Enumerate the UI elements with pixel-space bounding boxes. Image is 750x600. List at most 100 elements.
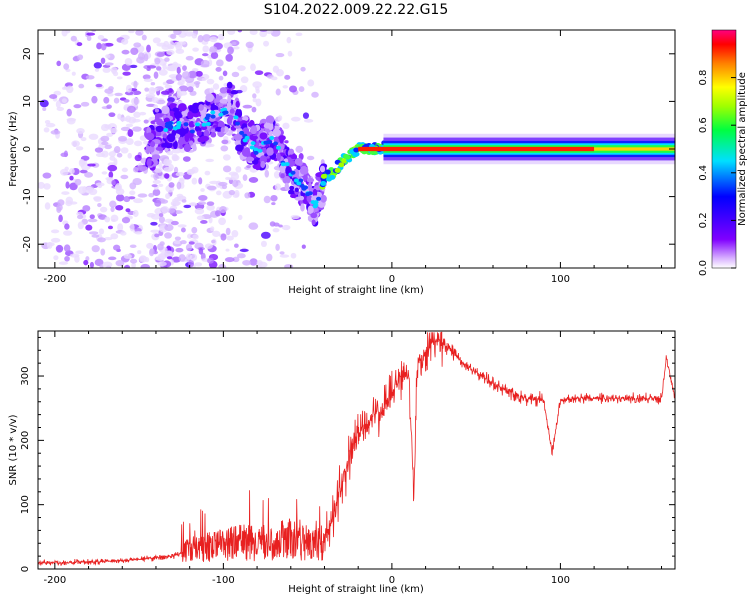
spectrogram-noise-blob	[234, 189, 240, 198]
spectrogram-ridge-blob	[191, 107, 200, 114]
spectrogram-ridge-blob	[237, 108, 243, 118]
spectrogram-ridge-blob	[172, 107, 180, 113]
spectrogram-ridge-blob	[188, 140, 194, 146]
spectrogram-noise-blob	[87, 218, 98, 223]
spectrogram-noise-blob	[156, 52, 165, 57]
spectrogram-ridge-core	[253, 150, 259, 155]
spectrogram-noise-blob	[219, 206, 227, 214]
spectrogram-noise-blob	[151, 96, 159, 104]
spectrogram-noise-blob	[164, 224, 174, 232]
spectrogram-ridge-blob	[163, 117, 170, 124]
spectrogram-noise-blob	[153, 172, 159, 181]
spectrogram-noise-blob	[183, 204, 192, 209]
spectrogram-ridge-core	[205, 121, 211, 126]
spectrogram-noise-blob	[201, 40, 209, 45]
spectrogram-noise-blob	[146, 65, 157, 69]
spectrogram-noise-blob	[225, 248, 230, 252]
spectrogram-noise-blob	[242, 174, 248, 181]
spectrogram-noise-blob	[99, 263, 104, 268]
spectrogram-noise-blob	[177, 224, 187, 228]
spectrogram-noise-blob	[42, 172, 52, 179]
spectrogram-noise-blob	[282, 122, 290, 130]
spectrogram-noise-blob	[214, 210, 222, 217]
spectrogram-noise-blob	[210, 254, 218, 259]
spectrogram-noise-blob	[96, 42, 102, 50]
spectrogram-noise-blob	[287, 50, 293, 57]
spectrogram-noise-blob	[211, 239, 216, 244]
spectrogram-noise-blob	[144, 87, 150, 92]
spectrogram-noise-blob	[77, 186, 87, 195]
spectrogram-ridge-core	[293, 178, 299, 183]
spectrogram-noise-blob	[275, 88, 281, 96]
snr-xtick-label: -200	[44, 575, 67, 586]
spectrogram-noise-blob	[193, 81, 201, 85]
spectrogram-ridge-blob	[161, 105, 170, 115]
spectrogram-noise-blob	[71, 71, 76, 76]
spectrogram-noise-blob	[60, 152, 69, 158]
spectrogram-noise-blob	[63, 63, 70, 70]
spectrogram-noise-blob	[231, 41, 237, 46]
spectrogram-ridge-core	[307, 191, 313, 196]
spectrogram-noise-blob	[189, 253, 198, 262]
colorbar-tick-label: 0.8	[698, 70, 709, 86]
spectrogram-noise-blob	[133, 80, 138, 89]
spectrogram-noise-blob	[104, 88, 114, 94]
spectrogram-noise-blob	[115, 194, 125, 202]
spectrogram-noise-blob	[84, 186, 94, 194]
snr-xtick-label: -100	[212, 575, 235, 586]
spectrogram-noise-blob	[166, 159, 172, 165]
spectrogram-ridge-blob	[154, 118, 163, 123]
spectrogram-ridge-blob	[155, 146, 164, 151]
spectrogram-noise-blob	[137, 193, 148, 198]
spectrogram-noise-blob	[252, 93, 257, 99]
spectrogram-noise-blob	[206, 201, 215, 206]
spectrogram-noise-blob	[237, 214, 243, 221]
spectrogram-noise-blob	[125, 138, 134, 146]
spectrogram-noise-blob	[131, 97, 140, 106]
spectrogram-ridge-blob	[292, 168, 300, 177]
spectrogram-noise-blob	[176, 181, 182, 190]
spectrogram-noise-blob	[196, 215, 205, 221]
spectrogram-noise-blob	[200, 220, 208, 224]
spectrogram-noise-blob	[105, 54, 111, 59]
spectrogram-noise-blob	[75, 146, 84, 151]
spectrogram-noise-blob	[44, 202, 51, 210]
spectrogram-noise-blob	[150, 229, 161, 233]
spectrogram-noise-blob	[216, 59, 224, 67]
spectrogram-noise-blob	[116, 76, 123, 80]
spectrogram-noise-blob	[76, 42, 83, 47]
spectrogram-noise-blob	[254, 70, 264, 76]
spectrogram-noise-blob	[91, 95, 98, 104]
spectrogram-noise-blob	[218, 75, 224, 81]
spectrogram-noise-blob	[165, 193, 171, 200]
spectrogram-noise-blob	[123, 264, 131, 268]
spectrogram-ridge-core	[290, 170, 296, 175]
colorbar-tick-label: 0.4	[698, 165, 709, 181]
spectrogram-noise-blob	[167, 43, 173, 50]
spectrogram-noise-blob	[240, 76, 249, 84]
spectrogram-noise-blob	[180, 227, 186, 233]
spectrogram-noise-blob	[197, 34, 204, 43]
spectrogram-noise-blob	[225, 227, 231, 236]
spectrogram-noise-blob	[100, 57, 106, 64]
snr-series-line	[38, 331, 675, 567]
spectrogram-noise-blob	[65, 181, 70, 189]
spectrogram-noise-blob	[158, 216, 165, 224]
snr-ytick-label: 0	[20, 566, 31, 572]
spectrogram-noise-blob	[77, 221, 84, 230]
spectrogram-noise-blob	[84, 172, 94, 178]
spectrogram-noise-blob	[269, 221, 276, 227]
spectrogram-noise-blob	[154, 233, 160, 238]
spectrogram-ridge-blob	[154, 113, 164, 118]
spectrogram-noise-blob	[202, 34, 211, 42]
spectrogram-xtick-label: 100	[551, 274, 570, 285]
spectrogram-noise-blob	[270, 30, 281, 37]
spectrogram-peak-line	[358, 146, 595, 152]
spectrogram-noise-blob	[202, 53, 209, 57]
spectrogram-noise-blob	[286, 36, 292, 44]
spectrogram-noise-blob	[235, 166, 242, 173]
spectrogram-noise-blob	[104, 62, 114, 66]
snr-xlabel: Height of straight line (km)	[288, 584, 424, 595]
spectrogram-noise-blob	[170, 200, 180, 207]
spectrogram-noise-blob	[146, 103, 156, 108]
